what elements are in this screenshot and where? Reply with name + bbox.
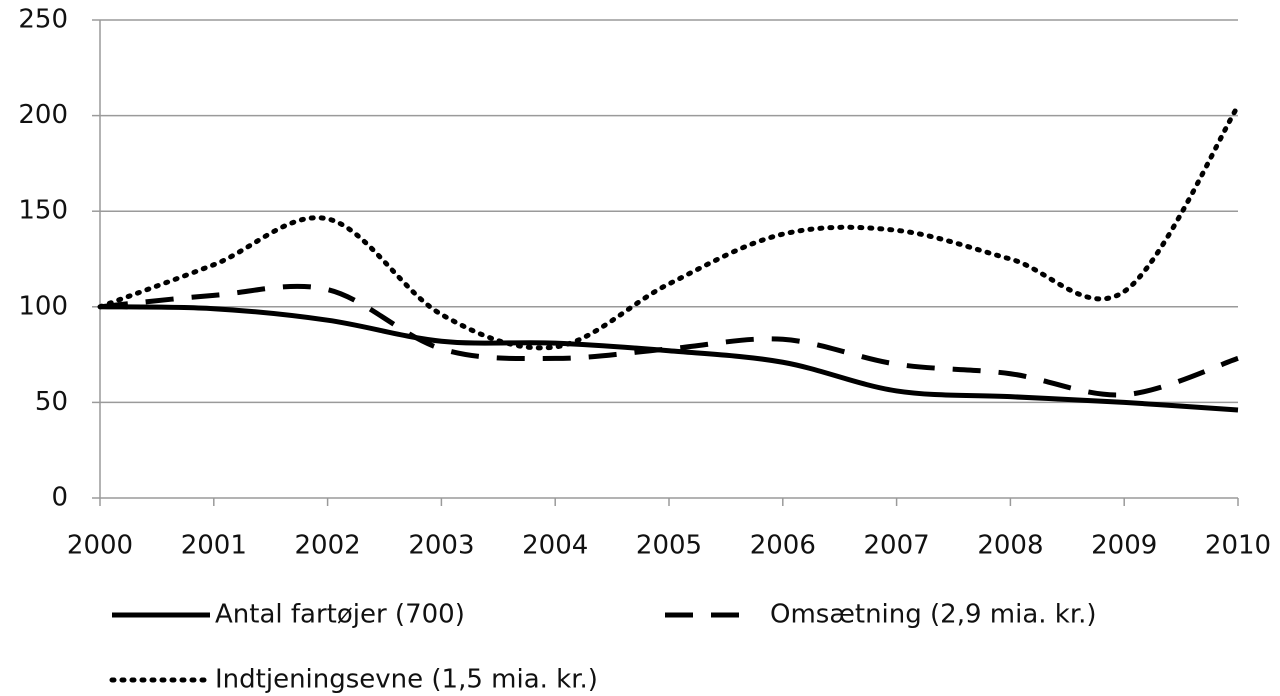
x-tick-label: 2003 xyxy=(408,531,474,561)
legend-label: Omsætning (2,9 mia. kr.) xyxy=(770,600,1097,630)
y-tick-label: 50 xyxy=(35,387,68,417)
x-tick-label: 2007 xyxy=(864,531,930,561)
y-tick-label: 200 xyxy=(18,100,68,130)
y-tick-label: 150 xyxy=(18,196,68,226)
x-tick-label: 2001 xyxy=(181,531,247,561)
legend-label: Antal fartøjer (700) xyxy=(215,600,465,630)
x-tick-label: 2009 xyxy=(1091,531,1157,561)
x-tick-label: 2000 xyxy=(67,531,133,561)
x-tick-label: 2010 xyxy=(1205,531,1271,561)
y-tick-label: 100 xyxy=(18,291,68,321)
series-line xyxy=(99,283,1239,398)
x-tick-label: 2002 xyxy=(295,531,361,561)
y-tick-label: 0 xyxy=(51,483,68,513)
x-tick-label: 2006 xyxy=(750,531,816,561)
series-line xyxy=(99,304,1239,413)
x-tick-label: 2004 xyxy=(522,531,588,561)
series-line xyxy=(97,103,1241,351)
y-tick-label: 250 xyxy=(18,5,68,35)
x-tick-label: 2008 xyxy=(977,531,1043,561)
x-tick-label: 2005 xyxy=(636,531,702,561)
legend-label: Indtjeningsevne (1,5 mia. kr.) xyxy=(215,665,598,695)
